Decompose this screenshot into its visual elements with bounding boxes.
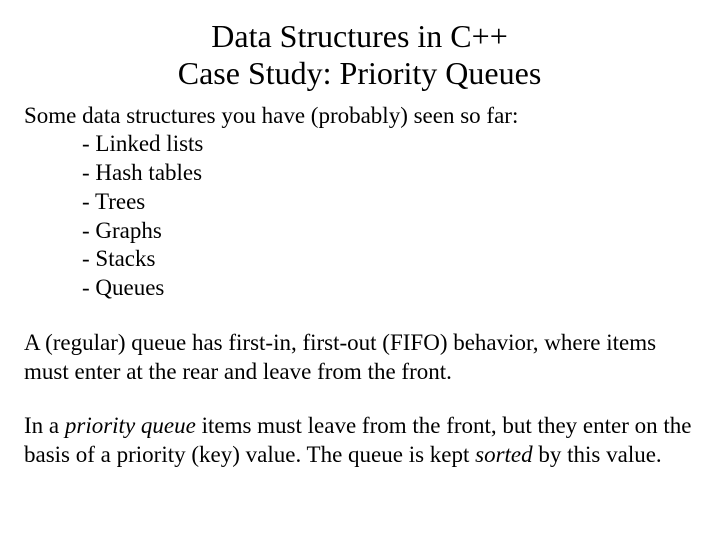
slide-title: Data Structures in C++ Case Study: Prior…: [24, 18, 695, 92]
slide: Data Structures in C++ Case Study: Prior…: [0, 0, 719, 539]
list-item: - Stacks: [82, 245, 695, 274]
text-segment: by this value.: [533, 442, 662, 467]
title-line-2: Case Study: Priority Queues: [24, 55, 695, 92]
paragraph-priority-queue: In a priority queue items must leave fro…: [24, 412, 695, 470]
list-item: - Linked lists: [82, 130, 695, 159]
slide-body: Some data structures you have (probably)…: [24, 102, 695, 470]
list-item: - Trees: [82, 188, 695, 217]
list-item: - Queues: [82, 274, 695, 303]
text-segment-italic: priority queue: [65, 413, 196, 438]
list-item: - Graphs: [82, 217, 695, 246]
structures-list: - Linked lists - Hash tables - Trees - G…: [82, 130, 695, 303]
intro-text: Some data structures you have (probably)…: [24, 102, 695, 131]
text-segment: In a: [24, 413, 65, 438]
list-item: - Hash tables: [82, 159, 695, 188]
text-segment-italic: sorted: [475, 442, 533, 467]
title-line-1: Data Structures in C++: [24, 18, 695, 55]
paragraph-fifo: A (regular) queue has first-in, first-ou…: [24, 329, 695, 387]
